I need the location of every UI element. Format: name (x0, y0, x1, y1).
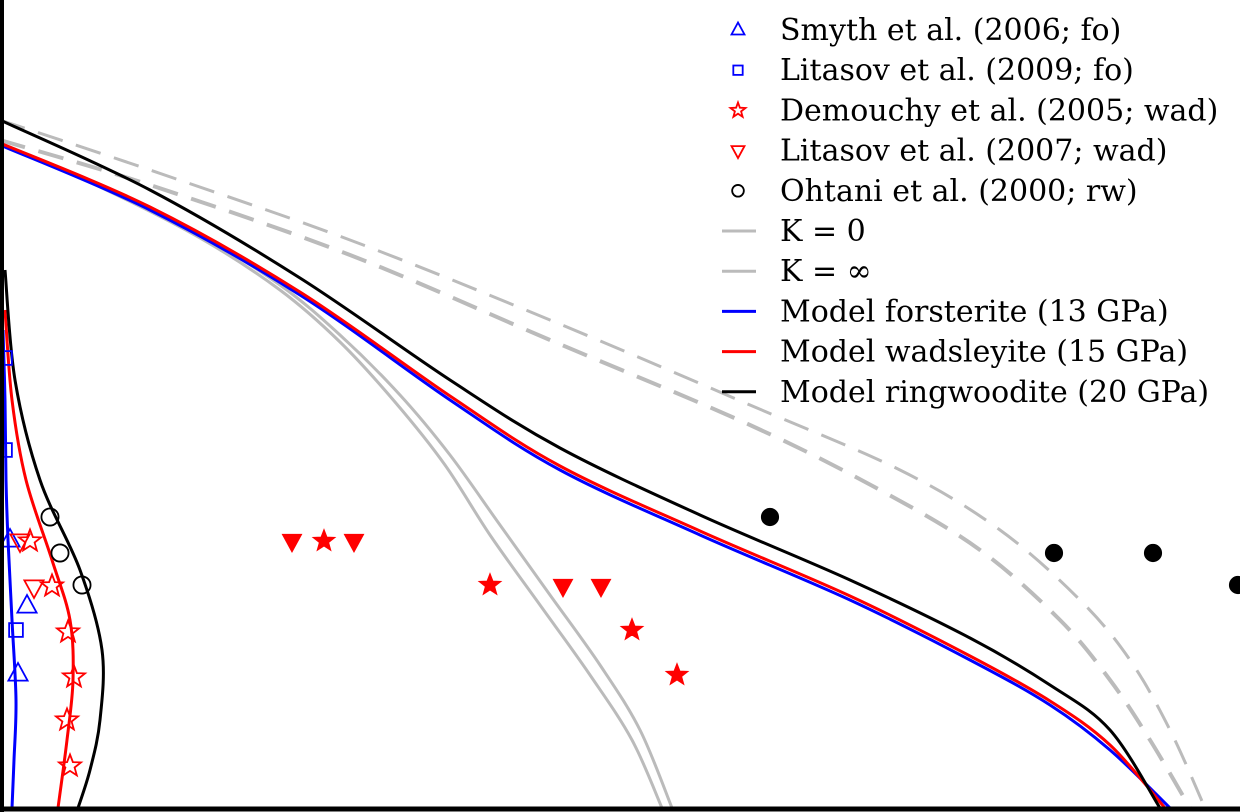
legend-label-8: Model wadsleyite (15 GPa) (780, 335, 1188, 370)
legend-item-7: Model forsterite (13 GPa) (722, 294, 1169, 329)
series-line-7 (1, 329, 18, 809)
legend-marker-1 (732, 64, 744, 76)
legend-item-2: Demouchy et al. (2005; wad) (728, 93, 1218, 128)
legend-label-0: Smyth et al. (2006; fo) (780, 13, 1121, 48)
data-point-11-0 (0, 350, 13, 366)
data-point-11-2 (8, 622, 24, 638)
data-point-17-3 (1228, 575, 1240, 595)
series-line-8 (3, 309, 75, 809)
data-point-17-1 (1044, 543, 1064, 563)
data-point-12-3 (60, 662, 88, 689)
legend-label-6: K = ∞ (780, 254, 872, 289)
legend-label-1: Litasov et al. (2009; fo) (780, 53, 1134, 88)
data-point-13-1 (22, 579, 46, 600)
series-layer (0, 118, 1240, 810)
legend-item-5: K = 0 (722, 214, 866, 249)
data-point-12-5 (56, 751, 84, 778)
legend-item-8: Model wadsleyite (15 GPa) (722, 335, 1188, 370)
data-point-11-1 (0, 442, 13, 458)
data-point-15-0 (311, 528, 337, 552)
legend-label-4: Ohtani et al. (2000; rw) (780, 174, 1138, 209)
data-point-17-2 (1143, 543, 1163, 563)
legend-item-1: Litasov et al. (2009; fo) (732, 53, 1134, 88)
data-point-17-0 (760, 507, 780, 527)
data-point-15-1 (477, 572, 503, 596)
data-point-12-0 (16, 526, 44, 553)
legend-marker-0 (729, 20, 747, 36)
series-line-4 (0, 143, 1172, 810)
data-point-10-2 (6, 661, 30, 682)
data-point-14-0 (40, 507, 60, 527)
series-line-5 (0, 141, 1167, 809)
data-point-16-3 (590, 578, 612, 599)
data-point-14-1 (50, 543, 70, 563)
legend-label-9: Model ringwoodite (20 GPa) (780, 375, 1209, 410)
series-line-6 (0, 118, 1162, 809)
data-point-10-0 (0, 527, 22, 548)
data-point-16-1 (343, 533, 365, 554)
legend-label-7: Model forsterite (13 GPa) (780, 294, 1169, 329)
legend: Smyth et al. (2006; fo) Litasov et al. (2… (722, 13, 1218, 410)
data-point-12-1 (38, 571, 66, 598)
legend-marker-4 (731, 184, 745, 198)
data-point-15-2 (619, 617, 645, 641)
legend-item-6: K = ∞ (722, 254, 872, 289)
series-line-9 (3, 269, 105, 809)
data-point-13-0 (8, 533, 32, 554)
legend-label-2: Demouchy et al. (2005; wad) (780, 93, 1218, 128)
legend-label-5: K = 0 (780, 214, 866, 249)
legend-marker-2 (728, 99, 748, 119)
data-point-15-3 (664, 662, 690, 686)
legend-item-9: Model ringwoodite (20 GPa) (722, 375, 1209, 410)
data-point-14-2 (72, 575, 92, 595)
series-line-0 (0, 118, 1207, 809)
legend-item-0: Smyth et al. (2006; fo) (729, 13, 1121, 48)
data-point-16-2 (552, 578, 574, 599)
series-line-1 (0, 138, 1192, 810)
legend-item-4: Ohtani et al. (2000; rw) (731, 174, 1138, 209)
legend-item-3: Litasov et al. (2007; wad) (729, 134, 1167, 169)
data-point-10-1 (15, 593, 39, 614)
legend-label-3: Litasov et al. (2007; wad) (780, 134, 1167, 169)
data-point-12-4 (53, 705, 81, 732)
data-point-12-2 (54, 617, 82, 644)
legend-marker-3 (729, 145, 747, 160)
data-point-16-0 (281, 533, 303, 554)
